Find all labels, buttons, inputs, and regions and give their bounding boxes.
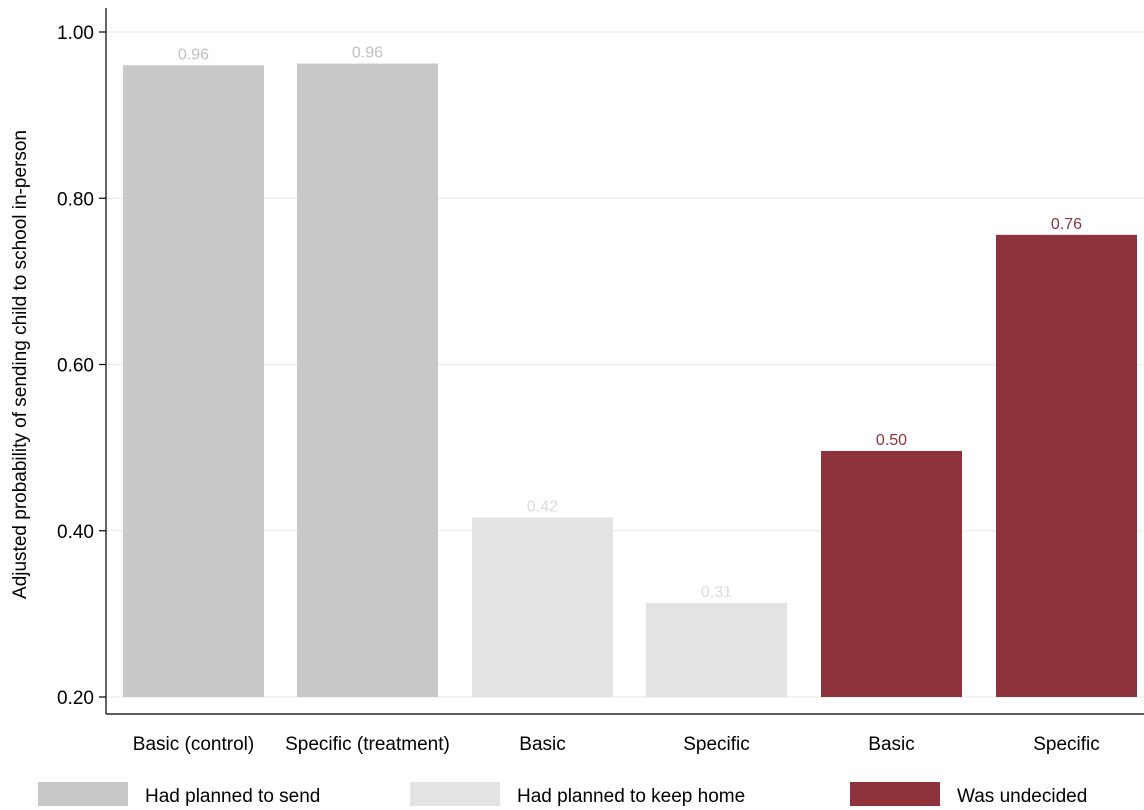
data-label: 0.42 xyxy=(527,498,558,515)
y-ticks: 0.20 0.40 0.60 0.80 1.00 xyxy=(57,23,106,709)
data-label: 0.96 xyxy=(352,45,383,62)
data-label: 0.31 xyxy=(701,584,732,601)
bar xyxy=(297,63,438,697)
legend-label: Had planned to send xyxy=(145,786,320,807)
bar xyxy=(472,517,613,697)
x-tick-labels: Basic (control) Specific (treatment) Basic… xyxy=(133,734,1100,755)
bars: 0.96 0.96 0.42 0.31 0.50 0.76 xyxy=(123,45,1137,697)
y-tick-label: 0.40 xyxy=(57,522,94,543)
bar xyxy=(123,65,264,697)
y-axis-label: Adjusted probability of sending child to… xyxy=(10,130,31,599)
grid-lines xyxy=(106,31,1144,698)
x-tick-label: Basic xyxy=(868,734,914,755)
y-tick-label: 0.20 xyxy=(57,688,94,709)
x-tick-label: Specific xyxy=(1033,734,1100,755)
x-tick-label: Basic xyxy=(519,734,565,755)
y-tick-label: 1.00 xyxy=(57,23,94,44)
data-label: 0.50 xyxy=(876,432,907,449)
y-tick-label: 0.80 xyxy=(57,189,94,210)
legend-swatch xyxy=(38,782,128,806)
x-tick-label: Basic (control) xyxy=(133,734,254,755)
data-label: 0.96 xyxy=(178,46,209,63)
x-tick-label: Specific (treatment) xyxy=(285,734,450,755)
data-label: 0.76 xyxy=(1051,216,1082,233)
bar xyxy=(646,603,787,697)
legend-swatch xyxy=(850,782,940,806)
bar xyxy=(821,450,962,697)
axes xyxy=(105,8,1144,715)
bar xyxy=(996,234,1137,697)
legend: Had planned to send Had planned to keep h… xyxy=(38,782,1087,807)
legend-swatch xyxy=(410,782,500,806)
y-tick-label: 0.60 xyxy=(57,356,94,377)
x-tick-label: Specific xyxy=(683,734,750,755)
legend-label: Was undecided xyxy=(957,786,1087,807)
legend-label: Had planned to keep home xyxy=(517,786,745,807)
